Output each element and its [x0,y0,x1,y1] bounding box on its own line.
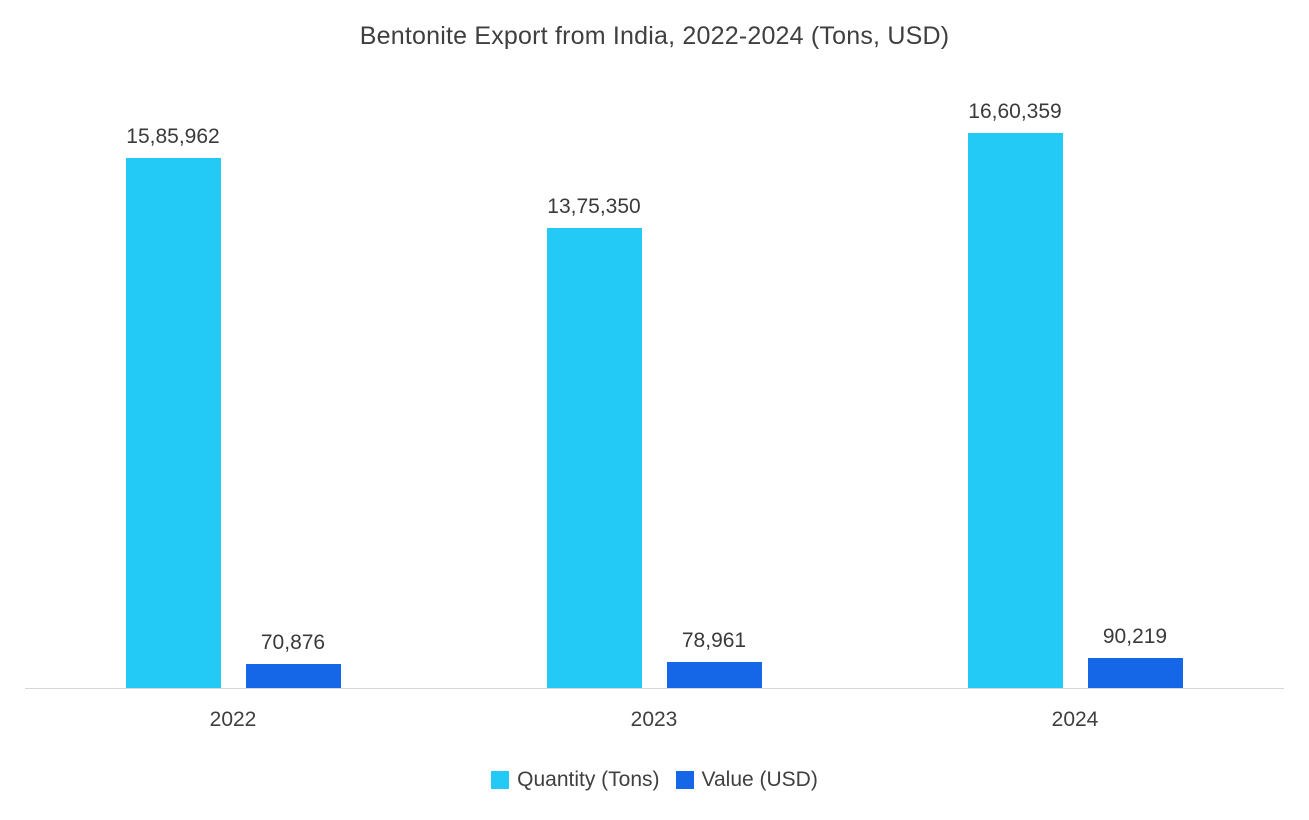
data-label-quantity-2023: 13,75,350 [547,195,641,219]
x-axis-line [25,688,1284,689]
data-label-quantity-2022: 15,85,962 [126,124,220,148]
legend-item-quantity: Quantity (Tons) [491,768,660,792]
bar-quantity-2023 [546,228,642,688]
x-axis-label-2023: 2023 [630,708,678,731]
bar-value-2022 [245,664,341,688]
bar-quantity-2022 [125,157,221,688]
bar-value-2023 [666,661,762,688]
data-label-quantity-2024: 16,60,359 [968,100,1062,123]
legend-swatch-icon [491,771,510,789]
x-axis-label-2024: 2024 [1051,708,1099,731]
legend-label: Quantity (Tons) [517,768,660,791]
chart-legend: Quantity (Tons) Value (USD) [0,768,1309,792]
legend-item-value: Value (USD) [675,768,818,792]
bar-value-2024 [1087,657,1183,688]
chart-title: Bentonite Export from India, 2022-2024 (… [359,22,950,50]
data-label-value-2022: 70,876 [260,631,326,655]
data-label-value-2024: 90,219 [1102,624,1168,648]
x-axis-label-2022: 2022 [209,708,257,731]
legend-label: Value (USD) [701,768,818,791]
bar-quantity-2024 [967,133,1063,688]
data-label-value-2023: 78,961 [681,628,747,652]
legend-swatch-icon [675,771,694,789]
